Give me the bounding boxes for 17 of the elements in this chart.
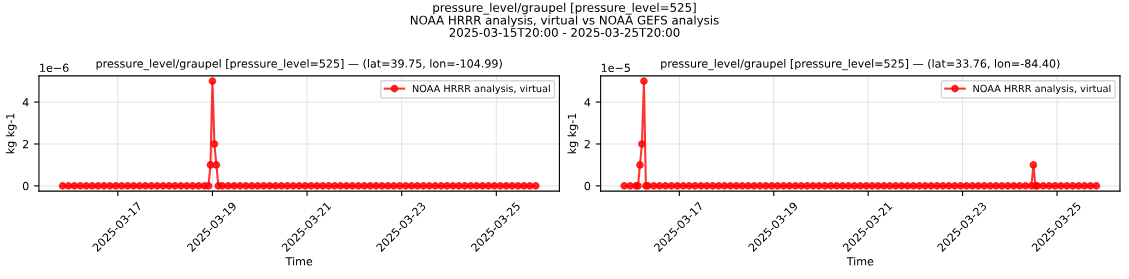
x-axis-title: Time xyxy=(285,256,313,266)
x-axis-title: Time xyxy=(846,256,874,266)
chart-title: pressure_level/graupel [pressure_level=525] — (lat=39.75, lon=-104.99) xyxy=(96,59,502,71)
text: 1e−6 xyxy=(40,63,69,73)
y-axis-title: kg kg-1 xyxy=(5,113,17,154)
y-tick-label: 0 xyxy=(22,181,29,191)
chart-title: pressure_level/graupel [pressure_level=525] — (lat=33.76, lon=-84.40) xyxy=(661,59,1060,71)
y-tick-label: 0 xyxy=(584,181,591,191)
text: pressure_level/graupel [pressure_level=525] NOAA HRRR analysis, virtual vs NOAA GEFS analysis 2025-03-15T20:00 - 2025-03-25T20:00 xyxy=(410,2,719,37)
y-axis-title: kg kg-1 xyxy=(567,113,579,154)
y-tick-label: 4 xyxy=(22,98,29,107)
legend-label: NOAA HRRR analysis, virtual xyxy=(973,84,1111,95)
text: 1e−5 xyxy=(601,63,630,73)
y-tick-label: 2 xyxy=(22,139,29,149)
y-tick-label: 4 xyxy=(584,98,591,107)
y-tick-label: 2 xyxy=(584,139,590,149)
legend-label: NOAA HRRR analysis, virtual xyxy=(412,84,550,95)
